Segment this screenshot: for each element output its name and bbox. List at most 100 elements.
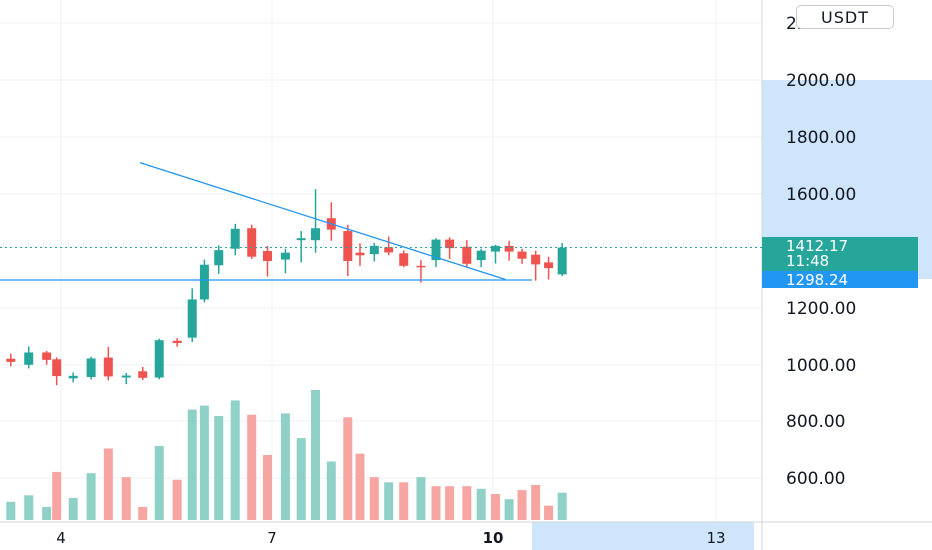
candle-body: [138, 371, 148, 378]
volume-bar: [230, 400, 240, 520]
candle: [52, 357, 62, 386]
descending-trend-line[interactable]: [139, 162, 506, 281]
candle-body: [384, 247, 394, 253]
volume-bar: [6, 501, 16, 520]
time-range-highlight: [532, 522, 754, 550]
volume-bar: [431, 486, 441, 520]
candle-body: [52, 359, 62, 377]
candle: [544, 256, 554, 280]
candle-body: [399, 253, 409, 266]
candle: [369, 243, 379, 262]
price-tick-label: 1000.00: [786, 356, 856, 376]
candle: [6, 353, 16, 367]
volume-bar: [311, 390, 321, 520]
candle: [172, 338, 182, 347]
candle-body: [103, 357, 113, 377]
candle: [262, 245, 272, 277]
candle-body: [311, 228, 321, 241]
candle-body: [491, 245, 501, 252]
candle-body: [416, 265, 426, 268]
volume-bar: [369, 477, 379, 520]
candle: [103, 346, 113, 381]
candle: [355, 243, 365, 266]
candle: [68, 372, 78, 383]
candle: [42, 351, 52, 365]
volume-bars: [6, 390, 567, 520]
volume-bar: [103, 448, 113, 520]
time-tick-label: 13: [706, 529, 725, 547]
candle-body: [262, 251, 272, 261]
candle: [214, 245, 224, 274]
candle-body: [557, 247, 567, 275]
candle-body: [42, 352, 52, 360]
volume-bar: [42, 507, 52, 520]
candle-body: [172, 340, 182, 344]
candlesticks: [6, 189, 567, 386]
volume-bar: [172, 479, 182, 520]
candle-body: [6, 358, 16, 362]
candle-body: [199, 264, 209, 300]
horizontal-line-price-tag: 1298.24: [762, 271, 918, 289]
volume-bar: [384, 482, 394, 520]
volume-bar: [504, 499, 514, 520]
candle: [247, 224, 257, 259]
candle-body: [24, 352, 34, 365]
candle-body: [187, 299, 197, 338]
candle-body: [86, 358, 96, 377]
last-price-tag: 1412.17 11:48: [762, 237, 918, 271]
volume-bar: [214, 416, 224, 520]
candle: [431, 238, 441, 267]
volume-bar: [462, 486, 472, 520]
volume-bar: [399, 482, 409, 520]
candle-body: [531, 254, 541, 265]
currency-selector-button[interactable]: USDT: [796, 5, 894, 29]
candle: [416, 260, 426, 283]
candle: [187, 288, 197, 342]
volume-bar: [326, 461, 336, 520]
candle: [445, 237, 455, 259]
price-tick-label: 1200.00: [786, 299, 856, 319]
price-tick-label: 1800.00: [786, 128, 856, 148]
volume-bar: [24, 495, 34, 520]
last-price-value: 1412.17: [786, 237, 848, 255]
candle-body: [296, 238, 306, 241]
candle-body: [517, 251, 527, 259]
price-tick-label: 2000.00: [786, 71, 856, 91]
volume-bar: [416, 477, 426, 520]
candle-body: [343, 231, 353, 261]
candle: [138, 366, 148, 381]
candle-body: [68, 375, 78, 379]
candle: [311, 189, 321, 253]
candle: [343, 224, 353, 277]
volume-bar: [52, 471, 62, 520]
chart-grid: [0, 0, 762, 522]
candle-body: [230, 228, 240, 249]
candle-body: [247, 228, 257, 257]
time-tick-label: 4: [56, 529, 66, 547]
candle-body: [504, 245, 514, 252]
candle: [462, 240, 472, 268]
price-scale[interactable]: 2200.00 2000.00 1800.00 1600.00 1200.00 …: [786, 14, 856, 489]
volume-bar: [187, 409, 197, 520]
candle: [24, 346, 34, 369]
volume-bar: [445, 486, 455, 520]
volume-bar: [154, 445, 164, 520]
volume-bar: [296, 438, 306, 520]
candle: [154, 338, 164, 380]
time-scale[interactable]: 4 7 10 13: [56, 529, 725, 547]
time-tick-label: 10: [483, 529, 504, 547]
candle-body: [280, 252, 290, 260]
candle-body: [121, 375, 131, 378]
candle-body: [462, 246, 472, 264]
volume-bar: [355, 453, 365, 520]
candle-body: [544, 262, 554, 269]
price-tick-label: 800.00: [786, 412, 845, 432]
price-tick-label: 1600.00: [786, 185, 856, 205]
volume-bar: [280, 413, 290, 520]
candle: [531, 250, 541, 281]
volume-bar: [121, 477, 131, 520]
price-tick-label: 600.00: [786, 469, 845, 489]
candle: [230, 223, 240, 256]
candle-body: [154, 340, 164, 378]
